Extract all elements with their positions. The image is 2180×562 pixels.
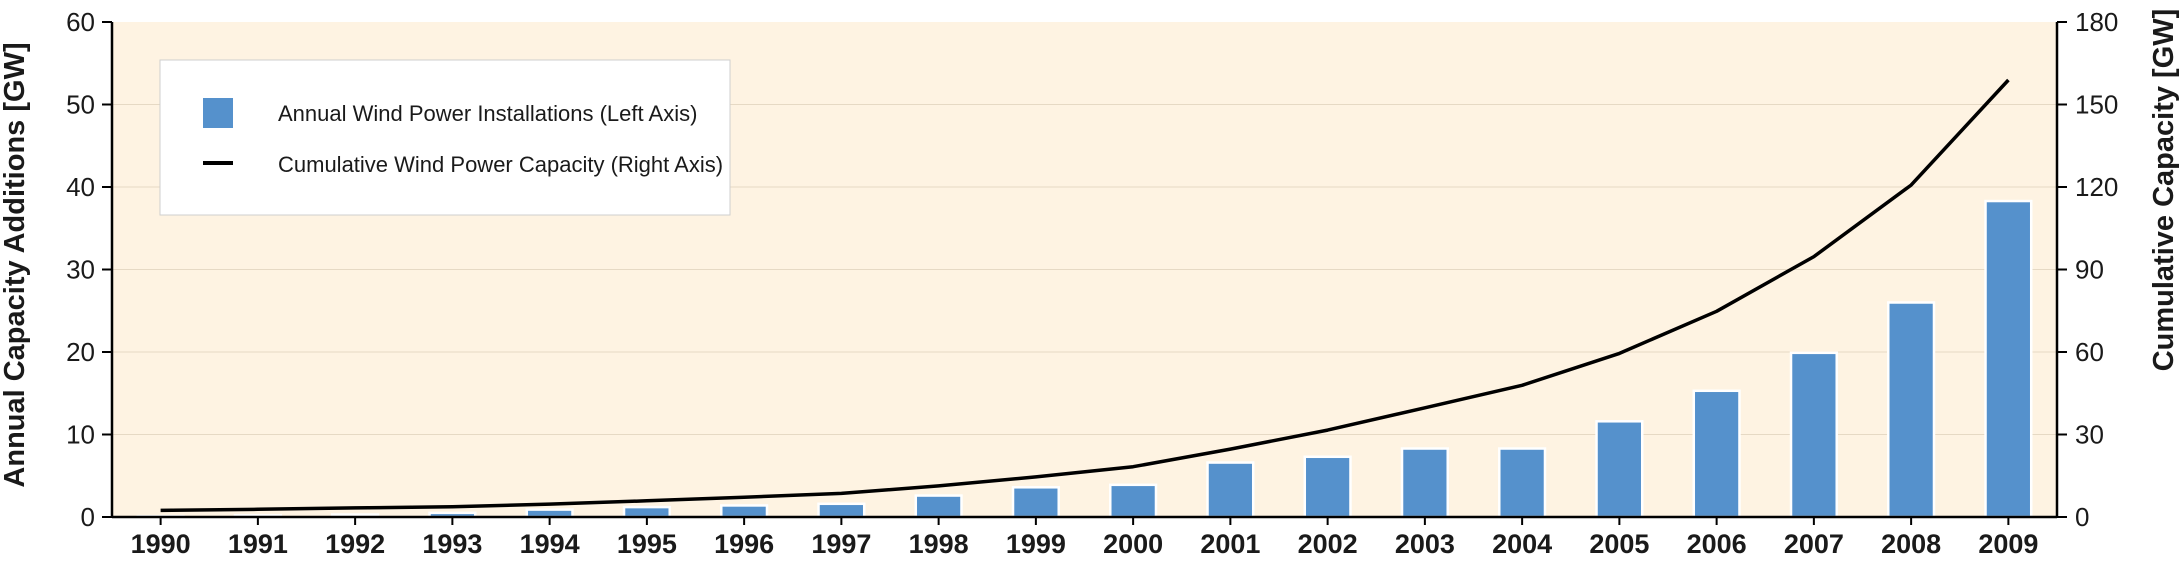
left-tick-label: 20: [66, 337, 95, 367]
x-tick-label: 2006: [1687, 529, 1747, 559]
bar: [1109, 483, 1158, 519]
x-tick-label: 1995: [617, 529, 677, 559]
x-tick-label: 2007: [1784, 529, 1844, 559]
bar: [1789, 351, 1838, 519]
bar: [622, 505, 671, 519]
x-tick-label: 2009: [1978, 529, 2038, 559]
left-axis-ticks: 0 10 20 30 40 50 60: [66, 7, 112, 532]
x-tick-label: 2000: [1103, 529, 1163, 559]
x-tick-label: 1992: [325, 529, 385, 559]
bar: [1595, 420, 1644, 519]
bar: [1206, 461, 1255, 519]
legend: Annual Wind Power Installations (Left Ax…: [159, 59, 731, 216]
left-tick-label: 60: [66, 7, 95, 37]
bar: [1692, 389, 1741, 519]
legend-label-bars: Annual Wind Power Installations (Left Ax…: [278, 101, 697, 126]
left-tick-label: 0: [81, 502, 95, 532]
right-tick-label: 150: [2075, 90, 2118, 120]
right-axis-ticks: 0 30 60 90 120 150 180: [2057, 7, 2118, 532]
x-tick-label: 1999: [1006, 529, 1066, 559]
right-tick-label: 60: [2075, 337, 2104, 367]
right-tick-label: 180: [2075, 7, 2118, 37]
x-tick-label: 2001: [1200, 529, 1260, 559]
x-tick-label: 1997: [811, 529, 871, 559]
left-tick-label: 40: [66, 172, 95, 202]
legend-swatch-bars: [203, 98, 233, 128]
right-tick-label: 90: [2075, 255, 2104, 285]
bar: [914, 494, 963, 519]
right-tick-label: 0: [2075, 502, 2089, 532]
x-tick-label: 1990: [131, 529, 191, 559]
bar: [1984, 199, 2033, 519]
bar: [1400, 447, 1449, 519]
x-tick-label: 2008: [1881, 529, 1941, 559]
left-tick-label: 30: [66, 255, 95, 285]
x-tick-label: 2005: [1589, 529, 1649, 559]
right-axis-title: Cumulative Capacity [GW]: [2148, 9, 2180, 372]
bar: [1303, 455, 1352, 519]
x-tick-label: 1994: [520, 529, 580, 559]
x-axis-ticks: 1990 1991 1992 1993 1994 1995 1996 1997 1998 1999…: [131, 517, 2038, 559]
x-tick-label: 2004: [1492, 529, 1552, 559]
bar: [817, 502, 866, 519]
bar: [1011, 486, 1060, 519]
x-tick-label: 1991: [228, 529, 288, 559]
x-tick-label: 2002: [1298, 529, 1358, 559]
bar: [1887, 301, 1936, 519]
x-tick-label: 1998: [909, 529, 969, 559]
x-tick-label: 1996: [714, 529, 774, 559]
x-tick-label: 1993: [422, 529, 482, 559]
cumulative-line: [160, 78, 2010, 513]
left-axis-title: Annual Capacity Additions [GW]: [0, 42, 31, 487]
left-tick-label: 50: [66, 90, 95, 120]
legend-box: [159, 59, 731, 216]
left-tick-label: 10: [66, 420, 95, 450]
bar: [1498, 447, 1547, 519]
bar: [720, 504, 769, 519]
right-tick-label: 120: [2075, 172, 2118, 202]
legend-label-line: Cumulative Wind Power Capacity (Right Ax…: [278, 152, 723, 177]
right-tick-label: 30: [2075, 420, 2104, 450]
x-tick-label: 2003: [1395, 529, 1455, 559]
